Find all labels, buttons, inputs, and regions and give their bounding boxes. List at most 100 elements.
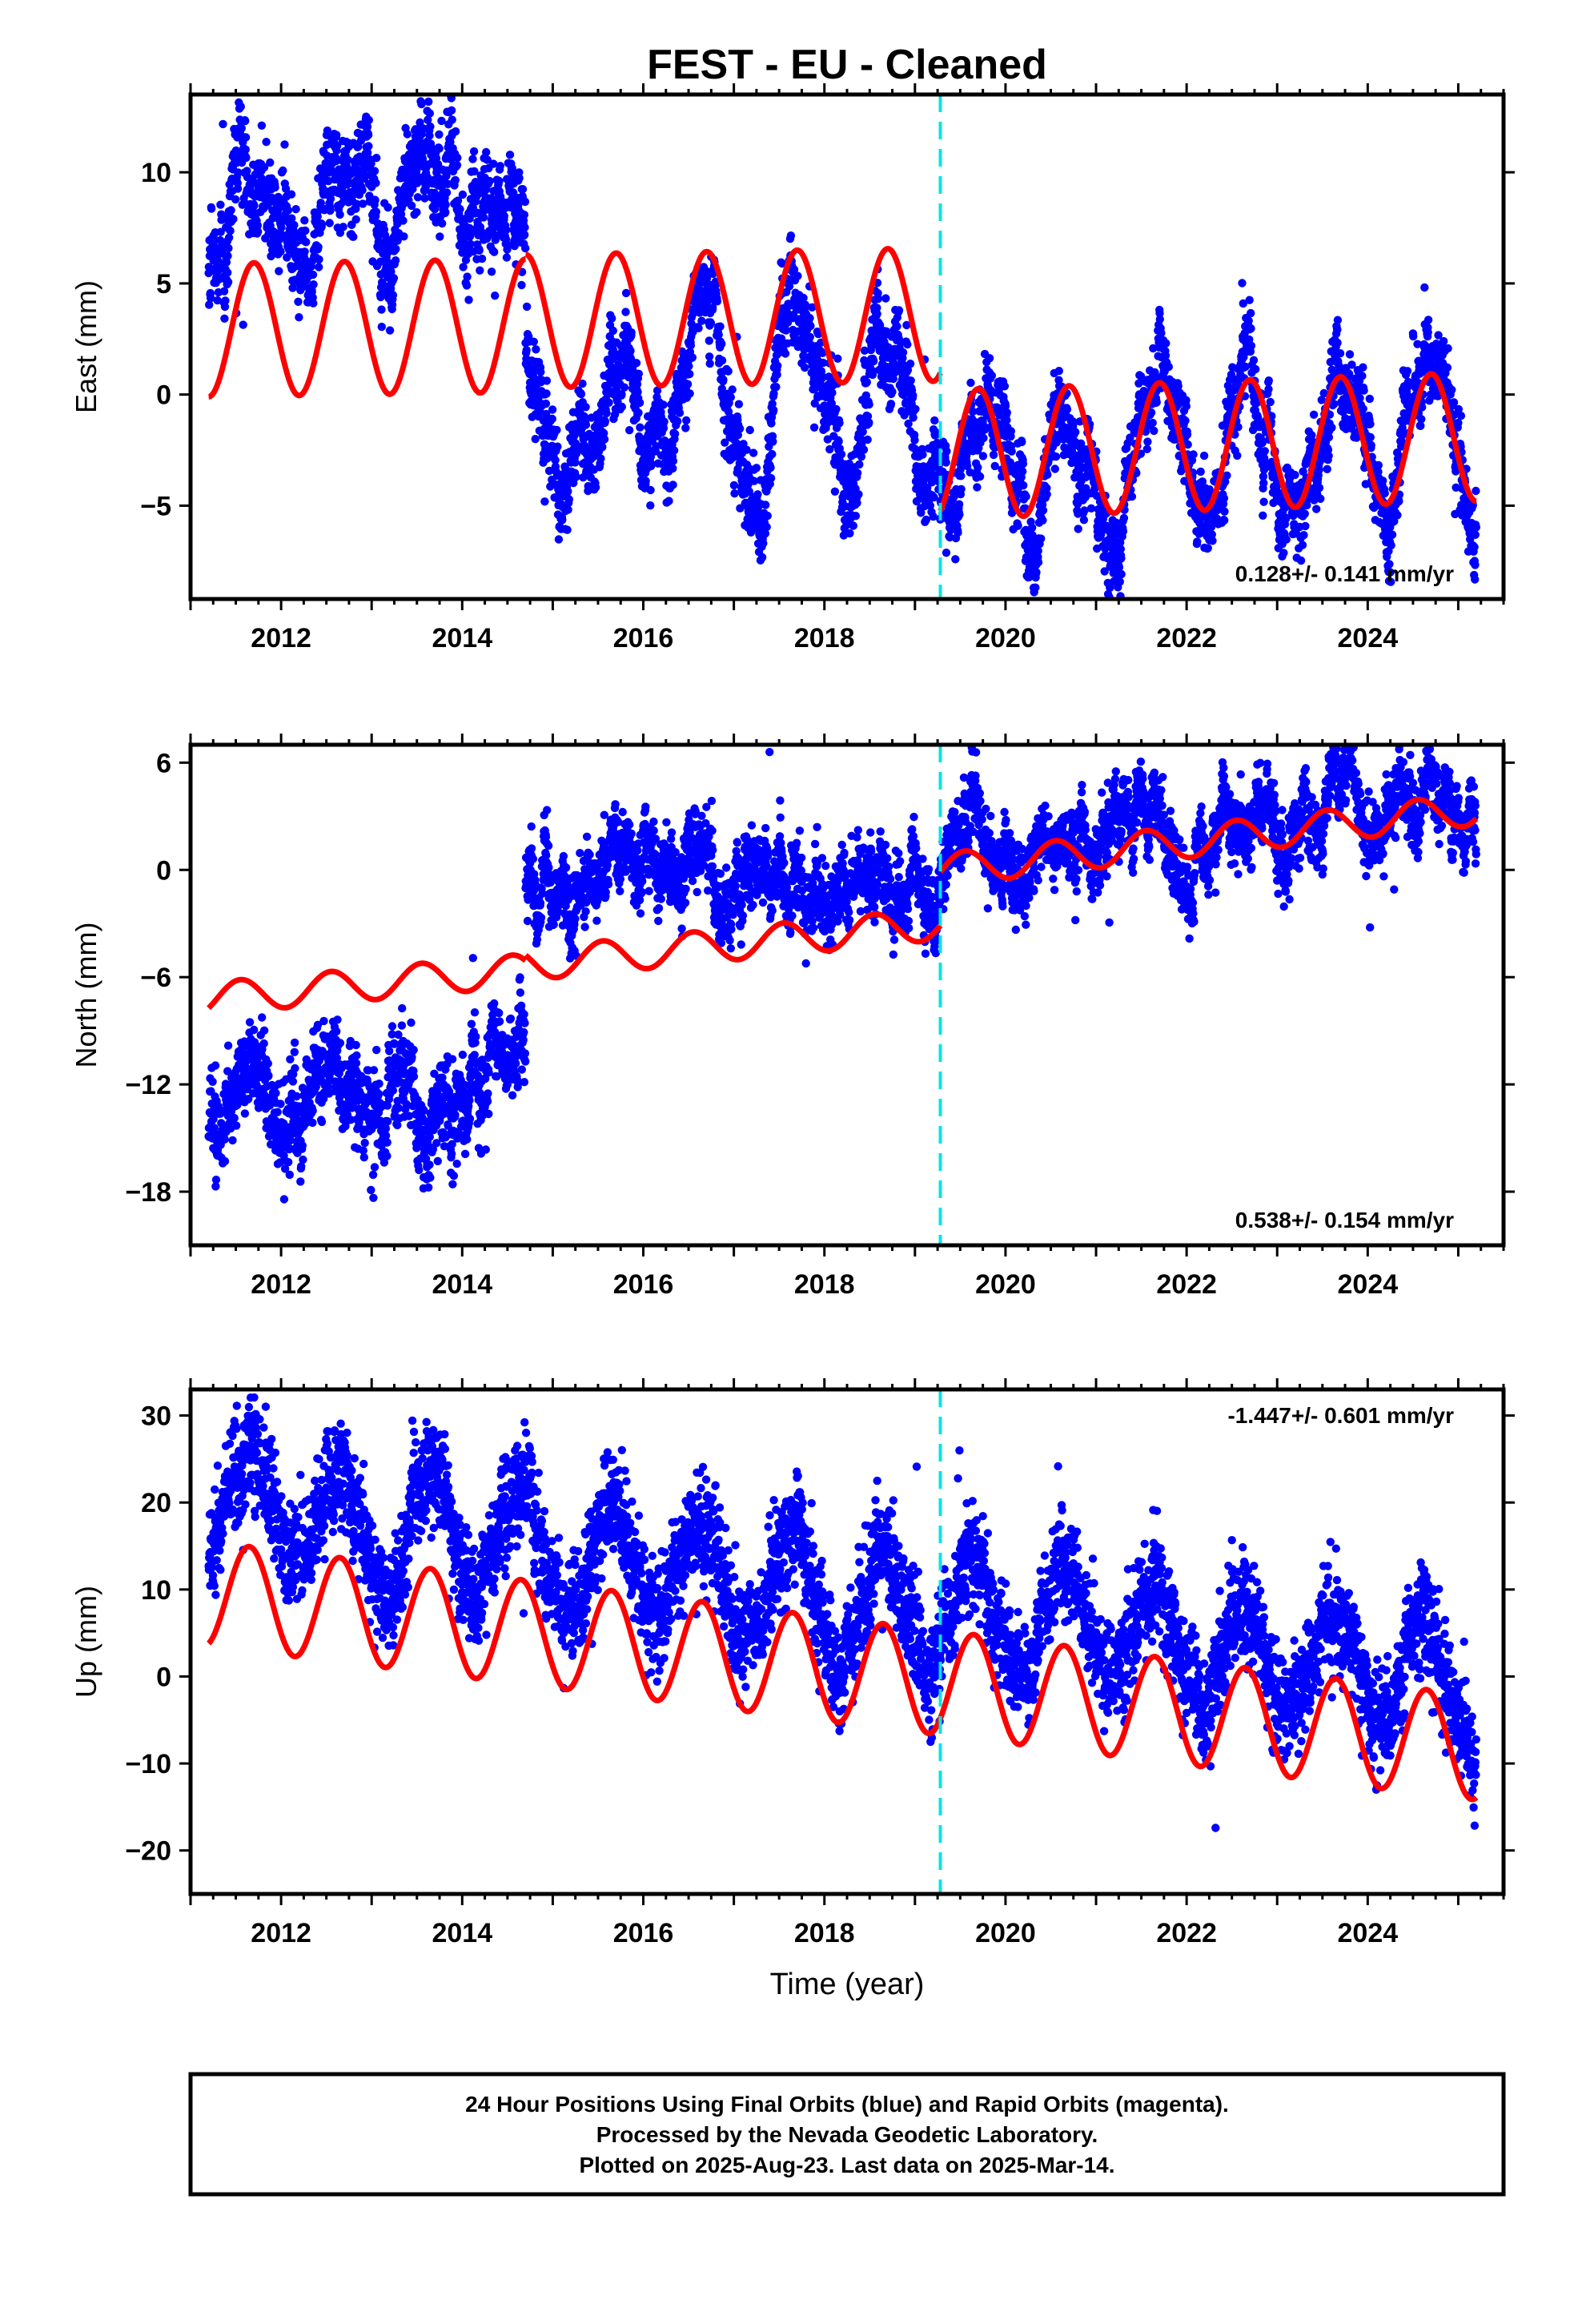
data-point (408, 201, 416, 211)
data-point (1387, 577, 1395, 586)
data-point (990, 461, 999, 471)
data-point (231, 195, 240, 204)
data-point (456, 205, 464, 214)
data-point (551, 456, 560, 464)
data-point (496, 162, 504, 171)
data-point (522, 302, 532, 312)
data-point (973, 483, 982, 492)
data-point (288, 283, 297, 292)
data-point (1385, 560, 1394, 569)
data-point (793, 271, 802, 280)
data-point (241, 133, 251, 142)
data-point (424, 115, 432, 124)
data-point (476, 266, 484, 275)
data-point (805, 314, 814, 323)
data-point (564, 505, 572, 514)
data-point (962, 461, 972, 471)
data-point (453, 196, 463, 205)
data-point (1182, 402, 1191, 411)
data-point (903, 340, 912, 349)
data-point (387, 267, 396, 276)
data-point (571, 458, 580, 467)
data-point (391, 244, 400, 254)
data-point (242, 153, 251, 163)
data-point (1301, 521, 1310, 531)
data-point (542, 409, 551, 419)
data-point (430, 205, 440, 214)
data-point (548, 414, 556, 424)
data-point (1233, 451, 1242, 460)
data-point (254, 227, 263, 236)
data-point (220, 302, 230, 312)
data-point (855, 460, 864, 469)
data-point (358, 186, 367, 195)
data-point (1152, 398, 1161, 407)
data-point (1019, 480, 1028, 490)
data-point (504, 240, 512, 250)
data-point (371, 195, 379, 205)
data-point (1312, 505, 1321, 513)
data-point (572, 472, 580, 481)
data-point (705, 352, 714, 361)
data-point (918, 450, 927, 459)
data-point (295, 313, 303, 322)
data-point (531, 435, 540, 444)
data-point (259, 163, 269, 172)
data-point (659, 424, 669, 432)
data-point (424, 97, 433, 107)
data-point (910, 436, 919, 444)
data-point (1025, 569, 1034, 577)
data-point (425, 109, 434, 118)
data-point (1380, 489, 1389, 498)
data-point (604, 398, 613, 407)
data-point (954, 528, 962, 537)
data-point (448, 115, 456, 124)
data-point (757, 553, 767, 562)
data-point (224, 243, 233, 253)
data-point (626, 346, 635, 356)
data-point (1333, 325, 1342, 335)
data-point (646, 501, 655, 510)
data-point (1174, 382, 1182, 391)
data-point (413, 193, 423, 202)
data-point (1221, 477, 1230, 486)
data-point (1374, 460, 1383, 470)
data-point (1282, 535, 1291, 544)
data-point (1327, 423, 1336, 432)
data-point (724, 367, 733, 376)
data-point (520, 230, 529, 239)
data-point (1279, 549, 1288, 557)
data-point (301, 226, 310, 235)
data-point (522, 346, 531, 355)
data-point (283, 253, 291, 262)
data-point (617, 390, 626, 399)
data-point (1199, 451, 1209, 460)
data-point (1183, 440, 1192, 449)
data-point (766, 473, 776, 483)
data-point (581, 403, 590, 412)
data-point (1007, 447, 1016, 456)
data-point (253, 221, 263, 230)
data-point (733, 431, 743, 440)
data-point (520, 223, 529, 232)
data-point (863, 412, 873, 420)
data-point (1207, 530, 1217, 539)
data-point (219, 287, 229, 296)
data-point (987, 371, 997, 380)
data-point (281, 184, 291, 193)
data-point (1259, 479, 1268, 488)
data-point (1383, 505, 1391, 514)
data-point (359, 199, 367, 208)
data-point (1247, 324, 1255, 333)
data-point (1043, 470, 1052, 479)
data-point (1181, 416, 1190, 425)
data-point (563, 525, 572, 534)
data-point (1324, 452, 1333, 460)
data-point (1299, 467, 1307, 476)
data-point (364, 115, 373, 125)
data-point (929, 512, 938, 521)
data-point (1149, 344, 1158, 353)
data-point (1335, 349, 1345, 358)
